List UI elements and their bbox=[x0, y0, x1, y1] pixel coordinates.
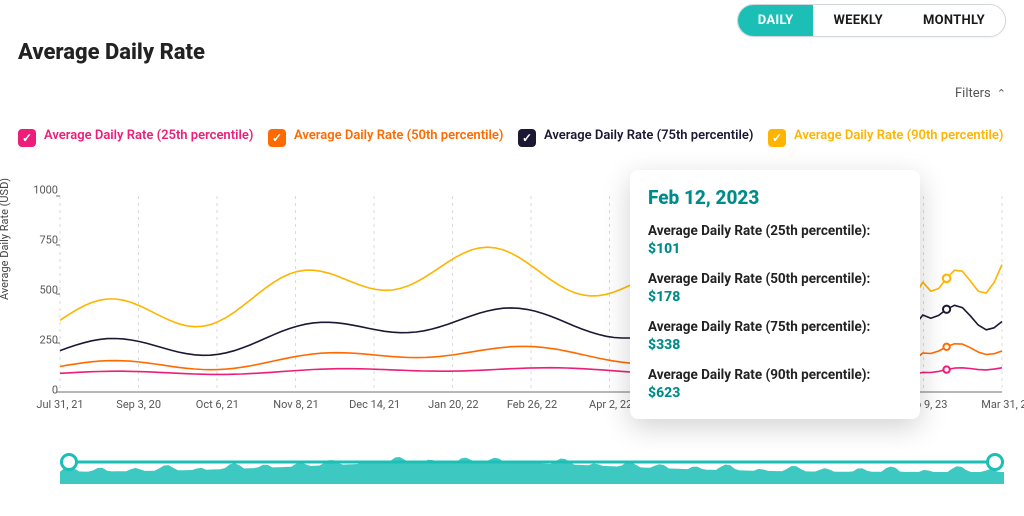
tooltip-label: Average Daily Rate (90th percentile): bbox=[648, 367, 902, 383]
tooltip-date: Feb 12, 2023 bbox=[648, 186, 902, 209]
checkbox-p75-icon[interactable]: ✓ bbox=[518, 129, 536, 147]
filters-toggle[interactable]: Filters ⌃ bbox=[955, 86, 1006, 101]
granularity-tabs: DAILY WEEKLY MONTHLY bbox=[737, 4, 1006, 37]
tooltip-row: Average Daily Rate (75th percentile): $3… bbox=[648, 319, 902, 353]
tab-daily[interactable]: DAILY bbox=[738, 5, 814, 36]
chart-tooltip: Feb 12, 2023 Average Daily Rate (25th pe… bbox=[630, 170, 920, 419]
chart-card: DAILY WEEKLY MONTHLY Average Daily Rate … bbox=[0, 0, 1024, 516]
legend-item-p50[interactable]: ✓ Average Daily Rate (50th percentile) bbox=[268, 128, 506, 147]
tooltip-row: Average Daily Rate (90th percentile): $6… bbox=[648, 367, 902, 401]
tooltip-value: $623 bbox=[648, 385, 902, 401]
chart-title: Average Daily Rate bbox=[18, 40, 205, 65]
legend-label: Average Daily Rate (25th percentile) bbox=[44, 128, 253, 144]
legend-item-p75[interactable]: ✓ Average Daily Rate (75th percentile) bbox=[518, 128, 756, 147]
tooltip-value: $178 bbox=[648, 289, 902, 305]
legend-item-p90[interactable]: ✓ Average Daily Rate (90th percentile) bbox=[768, 128, 1006, 147]
legend: ✓ Average Daily Rate (25th percentile) ✓… bbox=[18, 128, 1006, 147]
y-axis-title: Average Daily Rate (USD) bbox=[0, 178, 11, 300]
tooltip-value: $101 bbox=[648, 241, 902, 257]
tooltip-label: Average Daily Rate (25th percentile): bbox=[648, 223, 902, 239]
tooltip-value: $338 bbox=[648, 337, 902, 353]
caret-up-icon: ⌃ bbox=[997, 87, 1006, 100]
legend-label: Average Daily Rate (50th percentile) bbox=[294, 128, 503, 144]
brush-handle-right[interactable] bbox=[986, 453, 1004, 471]
legend-item-p25[interactable]: ✓ Average Daily Rate (25th percentile) bbox=[18, 128, 256, 147]
tooltip-label: Average Daily Rate (75th percentile): bbox=[648, 319, 902, 335]
checkbox-p25-icon[interactable]: ✓ bbox=[18, 129, 36, 147]
range-brush[interactable] bbox=[60, 440, 1004, 484]
tab-weekly[interactable]: WEEKLY bbox=[813, 5, 902, 36]
filters-label: Filters bbox=[955, 86, 991, 101]
legend-label: Average Daily Rate (75th percentile) bbox=[544, 128, 753, 144]
tooltip-row: Average Daily Rate (50th percentile): $1… bbox=[648, 271, 902, 305]
tab-monthly[interactable]: MONTHLY bbox=[903, 5, 1005, 36]
legend-label: Average Daily Rate (90th percentile) bbox=[794, 128, 1003, 144]
checkbox-p90-icon[interactable]: ✓ bbox=[768, 129, 786, 147]
tooltip-label: Average Daily Rate (50th percentile): bbox=[648, 271, 902, 287]
tooltip-row: Average Daily Rate (25th percentile): $1… bbox=[648, 223, 902, 257]
brush-track bbox=[60, 461, 1004, 464]
checkbox-p50-icon[interactable]: ✓ bbox=[268, 129, 286, 147]
brush-handle-left[interactable] bbox=[60, 453, 78, 471]
